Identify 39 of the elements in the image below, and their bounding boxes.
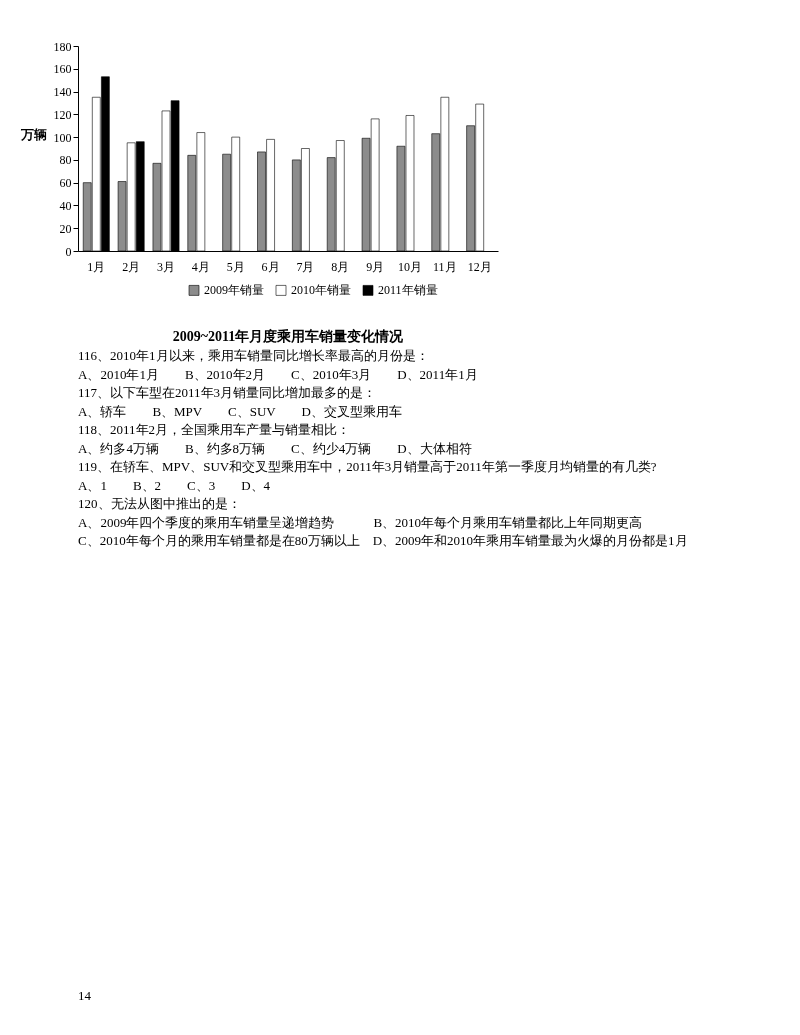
y-tick-label: 0 [65,244,72,259]
text: 117、以下车型在2011年3月销量同比增加最多的是： [78,385,377,400]
text: A、轿车 B、MPV C、SUV D、交叉型乘用车 [78,403,402,419]
y-axis-title: 万辆 [19,126,47,142]
x-tick-label: 1月 [87,259,106,274]
x-tick-label: 11月 [433,259,457,274]
legend-label: 2009年销量 [204,283,264,298]
text: A、1 B、2 C、3 D、4 [78,477,271,493]
text: 116、2010年1月以来，乘用车销量同比增长率最高的月份是： [78,348,429,363]
text: 120、无法从图中推出的是： [78,496,241,511]
text: 118、2011年2月，全国乘用车产量与销量相比： [78,422,351,437]
text: 2009~2011年月度乘用车销量变化情况 [172,328,405,344]
x-tick-label: 5月 [226,259,245,274]
x-tick-label: 6月 [261,259,280,274]
text: 14 [78,988,92,1003]
text: A、2009年四个季度的乘用车销量呈递增趋势 B、2010年每个月乘用车销量都比上年同期更高 [78,514,643,530]
x-tick-label: 3月 [157,259,176,274]
text: A、2010年1月 B、2010年2月 C、2010年3月 D、2011年1月 [78,366,478,382]
x-tick-label: 12月 [467,259,492,274]
y-tick-label: 100 [53,130,72,145]
y-tick-label: 20 [59,221,72,236]
x-tick-label: 10月 [397,259,422,274]
y-tick-label: 60 [59,176,72,191]
y-tick-label: 80 [59,153,72,168]
x-tick-label: 9月 [366,259,385,274]
text: A、约多4万辆 B、约多8万辆 C、约少4万辆 D、大体相符 [78,440,472,456]
y-tick-label: 180 [53,39,72,54]
legend-label: 2010年销量 [291,283,351,298]
x-tick-label: 8月 [331,259,350,274]
legend-label: 2011年销量 [378,283,438,298]
x-tick-label: 2月 [122,259,141,274]
x-tick-label: 4月 [191,259,210,274]
y-tick-label: 40 [59,198,72,213]
text: C、2010年每个月的乘用车销量都是在80万辆以上 D、2009年和2010年乘用车销量最为火爆的月份都是1月 [78,533,688,548]
y-tick-label: 140 [53,85,72,100]
x-tick-label: 7月 [296,259,315,274]
text: 119、在轿车、MPV、SUV和交叉型乘用车中，2011年3月销量高于2011年第一季度月均销量的有几类? [78,459,657,474]
y-tick-label: 160 [53,62,72,77]
y-tick-label: 120 [53,107,72,122]
